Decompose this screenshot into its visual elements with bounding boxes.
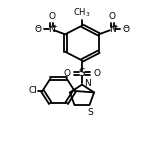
Text: O: O: [109, 12, 116, 21]
Text: +: +: [53, 24, 58, 29]
Text: S: S: [79, 68, 85, 78]
Text: Cl: Cl: [28, 86, 37, 95]
Text: CH$_3$: CH$_3$: [73, 7, 91, 19]
Text: O: O: [123, 25, 130, 34]
Text: N: N: [48, 25, 55, 34]
Text: N: N: [109, 25, 116, 34]
Text: +: +: [113, 24, 119, 29]
Text: S: S: [87, 108, 93, 117]
Text: −: −: [123, 24, 129, 29]
Text: O: O: [63, 69, 71, 78]
Text: O: O: [93, 69, 101, 78]
Text: O: O: [34, 25, 41, 34]
Text: N: N: [84, 79, 91, 88]
Text: O: O: [48, 12, 55, 21]
Text: −: −: [35, 24, 41, 29]
